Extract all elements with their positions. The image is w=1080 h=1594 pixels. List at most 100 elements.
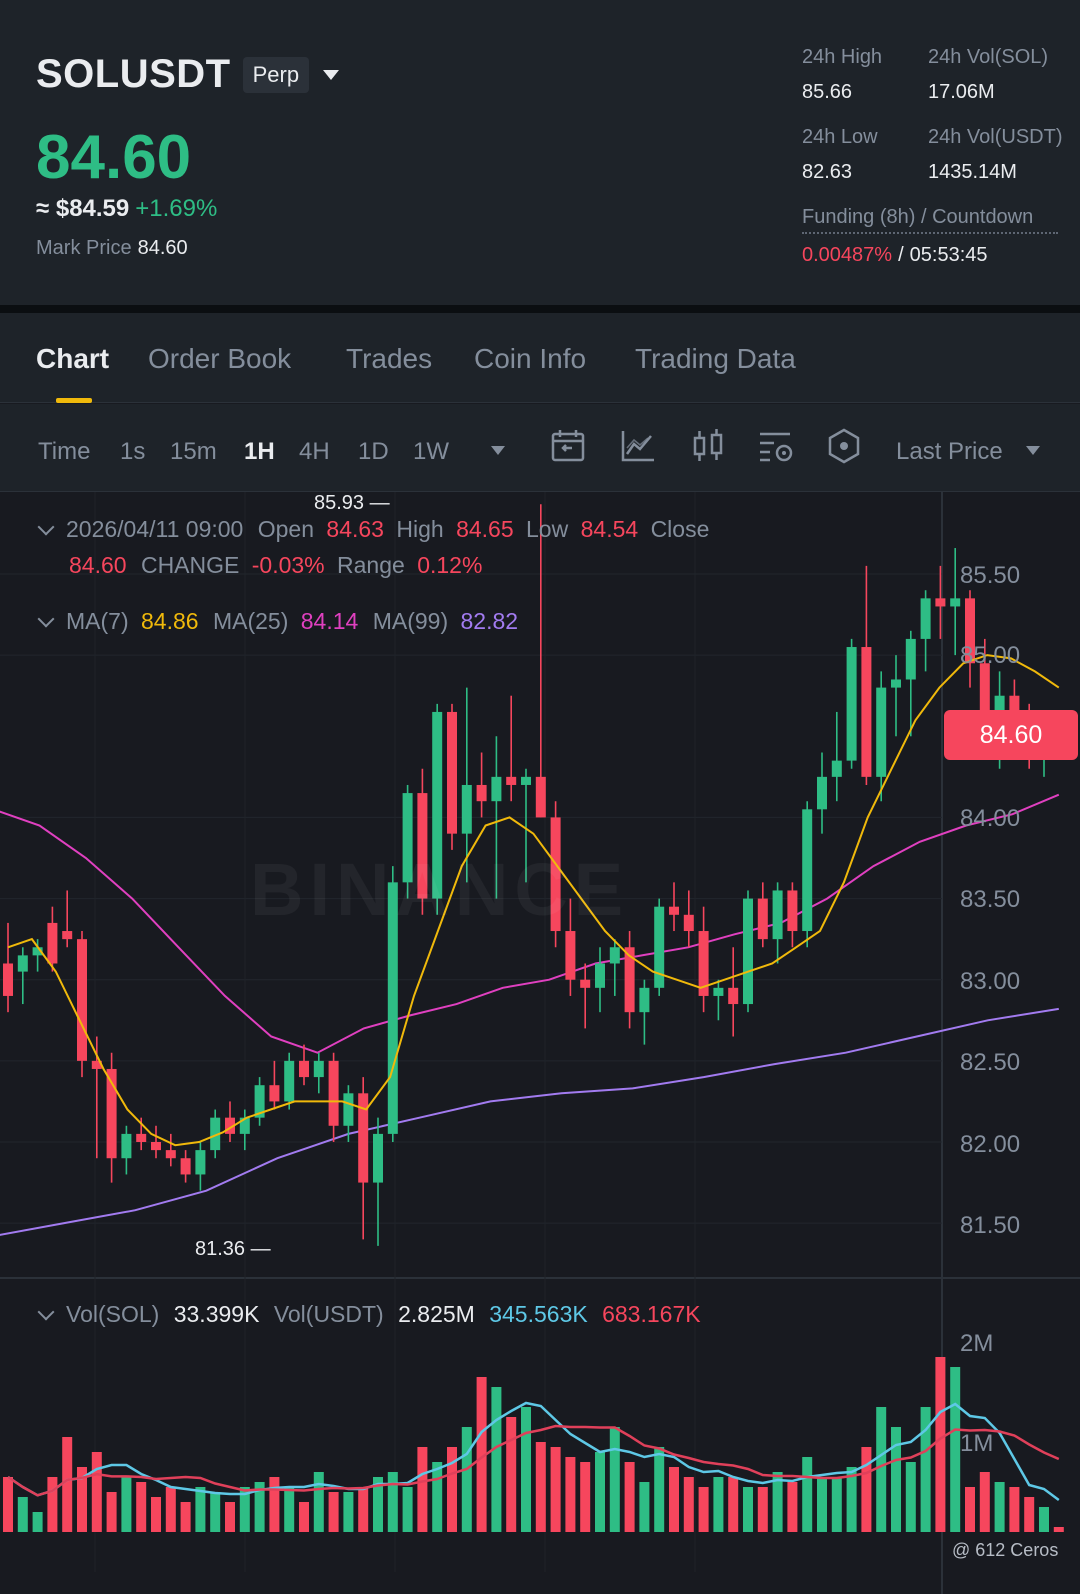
candle-body	[861, 647, 872, 777]
candle	[358, 1077, 369, 1240]
price-axis-label: 81.50	[960, 1212, 1021, 1239]
tab-coin-info[interactable]: Coin Info	[474, 343, 587, 374]
tab-trades[interactable]: Trades	[346, 343, 433, 374]
candle-body	[225, 1117, 235, 1134]
vol-ma5-value: 345.563K	[489, 1301, 588, 1327]
volume-bar	[254, 1482, 265, 1532]
volume-bar	[683, 1477, 694, 1532]
interval-1w[interactable]: 1W	[413, 438, 449, 465]
interval-1h[interactable]: 1H	[244, 438, 275, 465]
price-type-value: Last Price	[896, 438, 1003, 465]
footer-brand: @ 612 Ceros	[952, 1540, 1059, 1560]
funding-label[interactable]: Funding (8h) / Countdown	[802, 206, 1058, 234]
candle-body	[299, 1060, 309, 1078]
volume-bar	[535, 1442, 546, 1532]
interval-1s[interactable]: 1s	[120, 438, 146, 465]
max-price-marker: 85.93 —	[314, 492, 390, 514]
candle-body	[62, 931, 73, 940]
candle	[654, 898, 665, 996]
candle-body	[876, 687, 887, 777]
candle-body	[313, 1060, 324, 1078]
candle-body	[521, 776, 531, 785]
chart-settings-icon[interactable]	[756, 426, 796, 466]
candlestick-chart[interactable]	[0, 492, 1080, 1594]
indicator-icon[interactable]	[618, 426, 658, 466]
vol-usdt-label: Vol(USDT)	[273, 1301, 384, 1327]
tab-order-book[interactable]: Order Book	[148, 343, 292, 374]
candle	[743, 890, 753, 1013]
candle-body	[373, 1133, 383, 1183]
close-label: Close	[650, 516, 710, 542]
collapse-ohlc-icon[interactable]	[37, 518, 55, 536]
volume-bar	[950, 1367, 961, 1532]
symbol-selector[interactable]: SOLUSDT Perp	[36, 52, 340, 97]
volume-bar	[994, 1482, 1005, 1532]
volume-bar	[831, 1477, 842, 1532]
candle	[639, 979, 650, 1045]
calendar-icon[interactable]	[548, 426, 588, 466]
volume-bar	[965, 1487, 975, 1532]
vol-usdt-value: 2.825M	[398, 1301, 475, 1327]
candle-body	[165, 1150, 176, 1159]
range-value: 0.12%	[417, 552, 483, 578]
interval-time[interactable]: Time	[38, 438, 91, 465]
candle-body	[683, 914, 694, 932]
candle	[550, 801, 561, 948]
symbol-name[interactable]: SOLUSDT	[36, 52, 231, 96]
candle	[239, 1109, 250, 1151]
volume-bar	[32, 1512, 43, 1532]
candle	[935, 565, 946, 639]
volume-bar	[935, 1357, 946, 1532]
candle-body	[3, 963, 13, 996]
volume-bar	[491, 1387, 502, 1532]
candle-body	[491, 776, 502, 802]
open-label: Open	[257, 516, 315, 542]
interval-1d[interactable]: 1D	[358, 438, 389, 465]
tab-chart[interactable]: Chart	[36, 343, 110, 374]
contract-type-badge: Perp	[242, 56, 310, 93]
volume-bar	[713, 1477, 724, 1532]
price-axis-label: 83.50	[960, 886, 1021, 913]
candle-body	[447, 711, 457, 834]
candle	[521, 768, 531, 883]
candle-body	[965, 598, 975, 664]
stat-value: 17.06M	[928, 81, 995, 103]
tab-trading-data[interactable]: Trading Data	[635, 343, 796, 374]
stat-label: 24h Vol(SOL)	[928, 46, 1049, 68]
candle	[165, 1133, 176, 1167]
more-intervals-icon[interactable]	[491, 446, 505, 455]
candle-body	[565, 931, 576, 980]
candle	[195, 1142, 206, 1191]
volume-bar	[121, 1477, 132, 1532]
fiat-price: ≈ $84.59	[36, 195, 130, 222]
ma7-value: 84.86	[141, 608, 199, 634]
candle	[461, 687, 472, 883]
candle	[728, 947, 739, 1037]
candle	[121, 1125, 132, 1175]
price-type-dropdown-icon[interactable]	[1026, 446, 1040, 455]
candle	[225, 1101, 235, 1142]
section-divider	[0, 305, 1080, 313]
collapse-volume-icon[interactable]	[37, 1303, 55, 1321]
symbol-dropdown-icon[interactable]	[323, 69, 340, 80]
change-label: CHANGE	[140, 552, 240, 578]
volume-bar	[861, 1447, 872, 1532]
candle	[772, 882, 783, 964]
chart-area[interactable]: BINANCE 2026/04/11 09:00 Open 84.63 High…	[0, 492, 1080, 1594]
candle-body	[580, 979, 591, 988]
volume-axis-label: 1M	[960, 1430, 994, 1457]
volume-bar	[165, 1487, 176, 1532]
collapse-ma-icon[interactable]	[37, 610, 55, 628]
ohlc-legend-row2: 84.60 CHANGE -0.03% Range 0.12%	[69, 552, 482, 579]
interval-15m[interactable]: 15m	[170, 438, 217, 465]
candle-body	[106, 1068, 117, 1159]
stat-24h-high: 24h High 85.66	[802, 46, 882, 104]
candle-type-icon[interactable]	[688, 426, 728, 466]
interval-4h[interactable]: 4H	[299, 438, 330, 465]
funding-countdown: 05:53:45	[909, 244, 988, 266]
candle	[669, 882, 679, 932]
candle-body	[535, 776, 546, 818]
price-type-select[interactable]: Last Price	[896, 438, 1003, 466]
active-tab-indicator	[56, 398, 92, 403]
depth-icon[interactable]	[824, 426, 864, 466]
